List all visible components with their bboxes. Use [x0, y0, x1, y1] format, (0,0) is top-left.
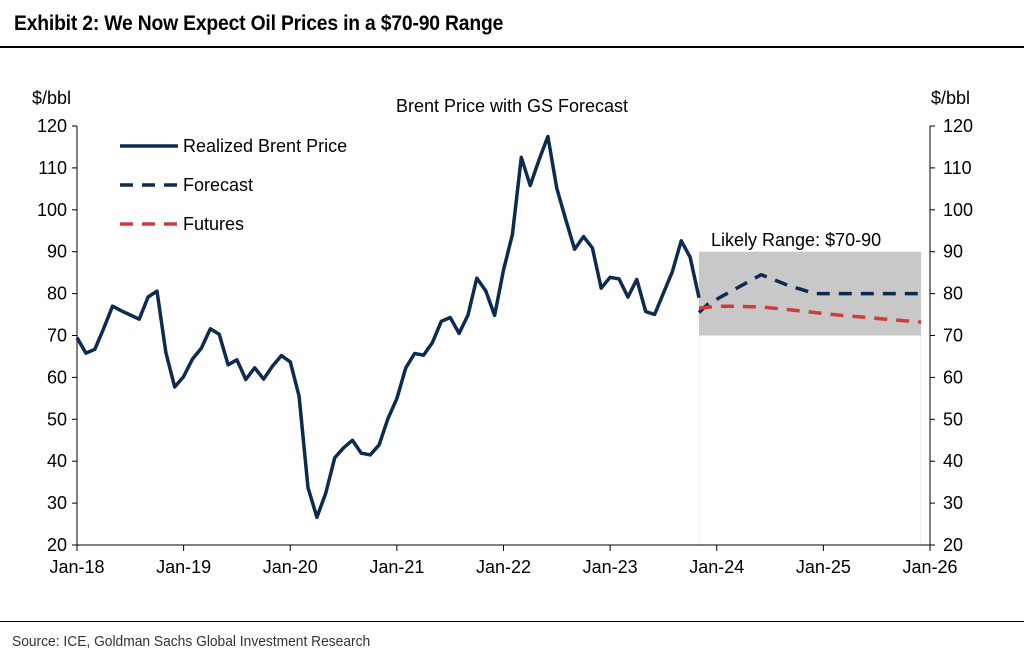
x-tick-label: Jan-20 — [263, 557, 318, 577]
right-y-tick-label: 30 — [943, 493, 963, 513]
left-y-tick-label: 40 — [47, 451, 67, 471]
brent-price-chart: 20 20 30 30 40 40 50 50 60 60 70 70 80 80 90 90 100 100 11… — [32, 88, 973, 577]
right-y-tick-label: 120 — [943, 116, 973, 136]
x-tick-label: Jan-19 — [156, 557, 211, 577]
range-band-layer — [698, 251, 922, 545]
legend-label: Forecast — [183, 175, 253, 195]
series-futures-line — [698, 304, 922, 324]
left-y-tick-label: 110 — [38, 158, 67, 178]
left-y-tick-label: 50 — [47, 409, 67, 429]
right-y-tick-label: 110 — [943, 158, 972, 178]
right-y-tick-label: 40 — [943, 451, 963, 471]
series-forecast-line — [697, 272, 922, 314]
right-y-tick-label: 70 — [943, 326, 963, 346]
series-layer — [75, 134, 922, 520]
left-y-tick-label: 60 — [47, 367, 67, 387]
left-y-tick-label: 100 — [37, 200, 67, 220]
x-tick-label: Jan-25 — [796, 557, 851, 577]
legend-label: Realized Brent Price — [183, 136, 347, 156]
axes: 20 20 30 30 40 40 50 50 60 60 70 70 80 80 90 90 100 100 11… — [37, 116, 973, 577]
right-y-tick-label: 60 — [943, 367, 963, 387]
x-tick-label: Jan-22 — [476, 557, 531, 577]
right-y-tick-label: 90 — [943, 242, 963, 262]
left-y-tick-label: 90 — [47, 242, 67, 262]
series-realized-brent-price-line — [75, 134, 701, 520]
legend-label: Futures — [183, 214, 244, 234]
exhibit-title: Exhibit 2: We Now Expect Oil Prices in a… — [14, 12, 504, 35]
chart-title: Brent Price with GS Forecast — [396, 96, 628, 116]
left-axis-unit: $/bbl — [32, 88, 71, 108]
left-y-tick-label: 30 — [47, 493, 67, 513]
x-tick-label: Jan-23 — [583, 557, 638, 577]
left-y-tick-label: 70 — [47, 326, 67, 346]
left-y-tick-label: 80 — [47, 284, 67, 304]
range-band-label: Likely Range: $70-90 — [711, 230, 881, 250]
x-tick-label: Jan-24 — [689, 557, 744, 577]
left-y-tick-label: 120 — [37, 116, 67, 136]
right-axis-unit: $/bbl — [931, 88, 970, 108]
legend: Realized Brent Price Forecast Futures — [120, 136, 347, 234]
right-y-tick-label: 100 — [943, 200, 973, 220]
x-tick-label: Jan-26 — [902, 557, 957, 577]
x-tick-label: Jan-18 — [49, 557, 104, 577]
right-y-tick-label: 50 — [943, 409, 963, 429]
left-y-tick-label: 20 — [47, 535, 67, 555]
right-y-tick-label: 20 — [943, 535, 963, 555]
source-note: Source: ICE, Goldman Sachs Global Invest… — [12, 633, 371, 650]
top-rule — [0, 46, 1024, 48]
x-tick-label: Jan-21 — [369, 557, 424, 577]
right-y-tick-label: 80 — [943, 284, 963, 304]
bottom-rule — [0, 621, 1024, 622]
